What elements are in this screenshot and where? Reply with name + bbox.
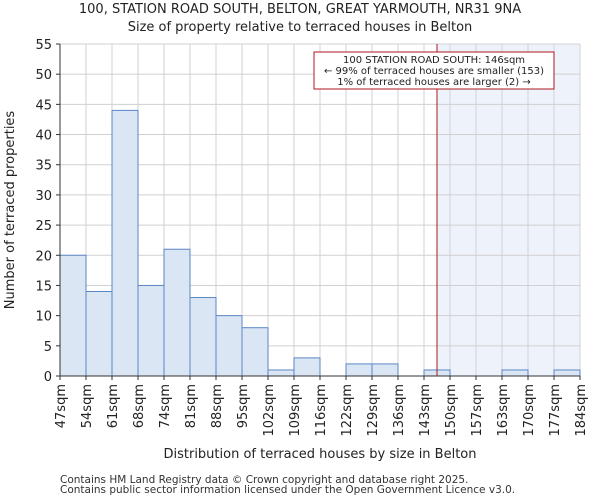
histogram-bar [215, 315, 243, 377]
y-tick-label: 25 [35, 219, 52, 234]
y-tick-label: 45 [35, 98, 52, 113]
histogram-bar [267, 369, 295, 377]
highlight-region [437, 44, 580, 376]
x-tick-label: 157sqm [470, 384, 485, 437]
histogram-bar [371, 363, 399, 377]
x-tick-label: 163sqm [496, 384, 511, 437]
x-tick-label: 184sqm [574, 384, 589, 437]
x-tick-label: 68sqm [132, 384, 147, 428]
histogram-bar [501, 369, 529, 377]
y-tick-label: 40 [35, 129, 52, 144]
x-tick-label: 143sqm [418, 384, 433, 437]
y-tick-label: 50 [35, 68, 52, 83]
histogram-bar [59, 254, 87, 377]
histogram-bar [111, 109, 139, 377]
annotation-text: 100 STATION ROAD SOUTH: 146sqm [343, 55, 525, 66]
histogram-bar [85, 290, 113, 377]
chart-subtitle: Size of property relative to terraced ho… [127, 20, 473, 35]
x-tick-label: 54sqm [80, 384, 95, 428]
x-tick-label: 177sqm [548, 384, 563, 437]
x-tick-label: 88sqm [210, 384, 225, 428]
y-tick-label: 35 [35, 159, 52, 174]
x-tick-label: 129sqm [366, 384, 381, 437]
x-tick-label: 150sqm [444, 384, 459, 437]
histogram-bar [553, 369, 581, 377]
y-tick-label: 30 [35, 189, 52, 204]
histogram-bar [241, 327, 269, 377]
histogram-bar [163, 248, 191, 377]
x-tick-label: 102sqm [262, 384, 277, 437]
x-tick-label: 95sqm [236, 384, 251, 428]
x-tick-label: 61sqm [106, 384, 121, 428]
y-tick-label: 55 [35, 38, 52, 53]
annotation-text: 1% of terraced houses are larger (2) → [337, 77, 531, 88]
y-tick-label: 10 [35, 310, 52, 325]
x-tick-label: 74sqm [158, 384, 173, 428]
footer-copyright: Contains HM Land Registry data © Crown c… [60, 474, 469, 486]
annotation-box [313, 51, 555, 90]
histogram-bar [189, 297, 217, 377]
y-tick-label: 0 [44, 370, 52, 385]
x-tick-label: 116sqm [314, 384, 329, 437]
x-tick-label: 136sqm [392, 384, 407, 437]
x-axis-label: Distribution of terraced houses by size … [163, 447, 476, 462]
y-axis-label: Number of terraced properties [3, 111, 18, 310]
x-tick-label: 122sqm [340, 384, 355, 437]
x-tick-label: 81sqm [184, 384, 199, 428]
y-tick-label: 5 [44, 340, 52, 355]
annotation-text: ← 99% of terraced houses are smaller (15… [324, 66, 544, 77]
histogram-bar [345, 363, 373, 377]
footer-licence: Contains public sector information licen… [60, 484, 516, 496]
x-tick-label: 170sqm [522, 384, 537, 437]
x-tick-label: 47sqm [54, 384, 69, 428]
histogram-bar [137, 284, 165, 377]
y-tick-label: 20 [35, 249, 52, 264]
x-tick-label: 109sqm [288, 384, 303, 437]
y-tick-label: 15 [35, 279, 52, 294]
histogram-bar [293, 357, 321, 377]
chart-title: 100, STATION ROAD SOUTH, BELTON, GREAT Y… [78, 2, 522, 17]
